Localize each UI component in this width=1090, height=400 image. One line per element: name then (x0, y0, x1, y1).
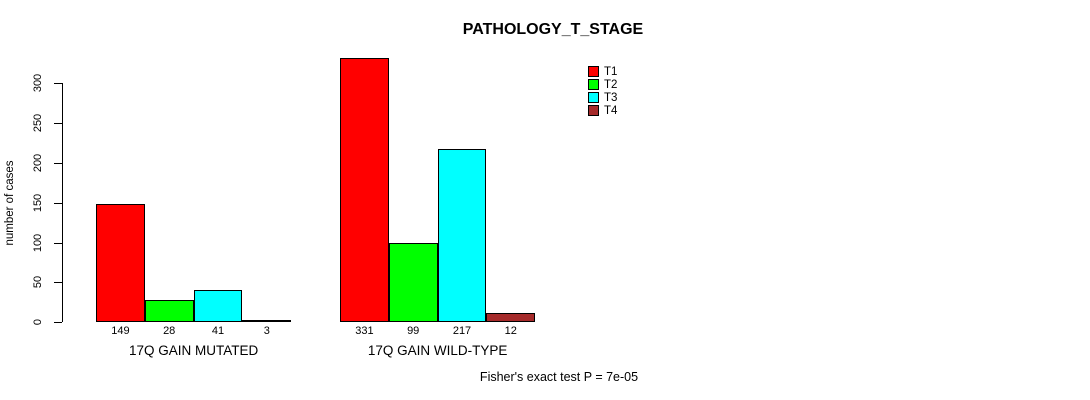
bar-value-label: 217 (452, 325, 472, 337)
legend-label: T2 (604, 78, 618, 91)
bar-value-label: 99 (407, 325, 420, 337)
y-axis-tick (54, 123, 62, 125)
y-axis-tick-label: 0 (32, 319, 44, 326)
y-axis-label: number of cases (4, 160, 16, 246)
legend: T1 T2 T3 T4 (588, 65, 617, 117)
y-axis-tick-label: 150 (32, 193, 44, 212)
y-axis-tick (54, 162, 62, 164)
y-axis-tick-label: 250 (32, 113, 44, 133)
y-axis-tick (54, 202, 62, 204)
bar-value-label: 149 (111, 325, 130, 337)
bar-value-label: 41 (211, 325, 225, 337)
y-axis-tick-label: 200 (32, 153, 44, 173)
legend-item-t2: T2 (588, 78, 617, 91)
y-axis-tick-label: 300 (32, 74, 44, 93)
bar-t3-group1 (193, 289, 243, 323)
y-axis-tick (54, 242, 62, 244)
y-axis-tick-label: 50 (32, 276, 44, 289)
legend-label: T3 (604, 91, 618, 104)
bar-value-label: 3 (263, 325, 270, 337)
fisher-test-annotation: Fisher's exact test P = 7e-05 (479, 370, 639, 384)
chart-title: PATHOLOGY_T_STAGE (462, 21, 644, 38)
bar-t1-group2 (340, 58, 389, 323)
legend-item-t3: T3 (588, 91, 617, 104)
y-axis-tick (54, 322, 62, 324)
y-axis-tick-label: 100 (32, 233, 44, 252)
legend-label: T1 (604, 65, 618, 78)
bar-value-label: 331 (355, 325, 374, 337)
bar-t4-group2 (486, 312, 536, 323)
bar-t3-group2 (437, 149, 487, 323)
x-axis-group-label: 17Q GAIN WILD-TYPE (367, 343, 508, 358)
bar-value-label: 12 (504, 325, 517, 337)
legend-item-t4: T4 (588, 104, 617, 117)
legend-item-t1: T1 (588, 65, 617, 78)
bar-t1-group1 (96, 203, 145, 323)
bar-value-label: 28 (163, 325, 176, 337)
legend-swatch-t2 (588, 79, 599, 90)
x-axis-group-label: 17Q GAIN MUTATED (128, 343, 259, 358)
bar-t4-group1 (242, 319, 292, 323)
bar-t2-group1 (144, 299, 194, 323)
y-axis-line (62, 83, 63, 323)
legend-swatch-t1 (588, 66, 599, 77)
y-axis-tick (54, 282, 62, 284)
legend-swatch-t3 (588, 92, 599, 103)
y-axis-tick (54, 83, 62, 85)
legend-swatch-t4 (588, 105, 599, 116)
bar-t2-group2 (388, 243, 438, 323)
legend-label: T4 (604, 104, 618, 117)
